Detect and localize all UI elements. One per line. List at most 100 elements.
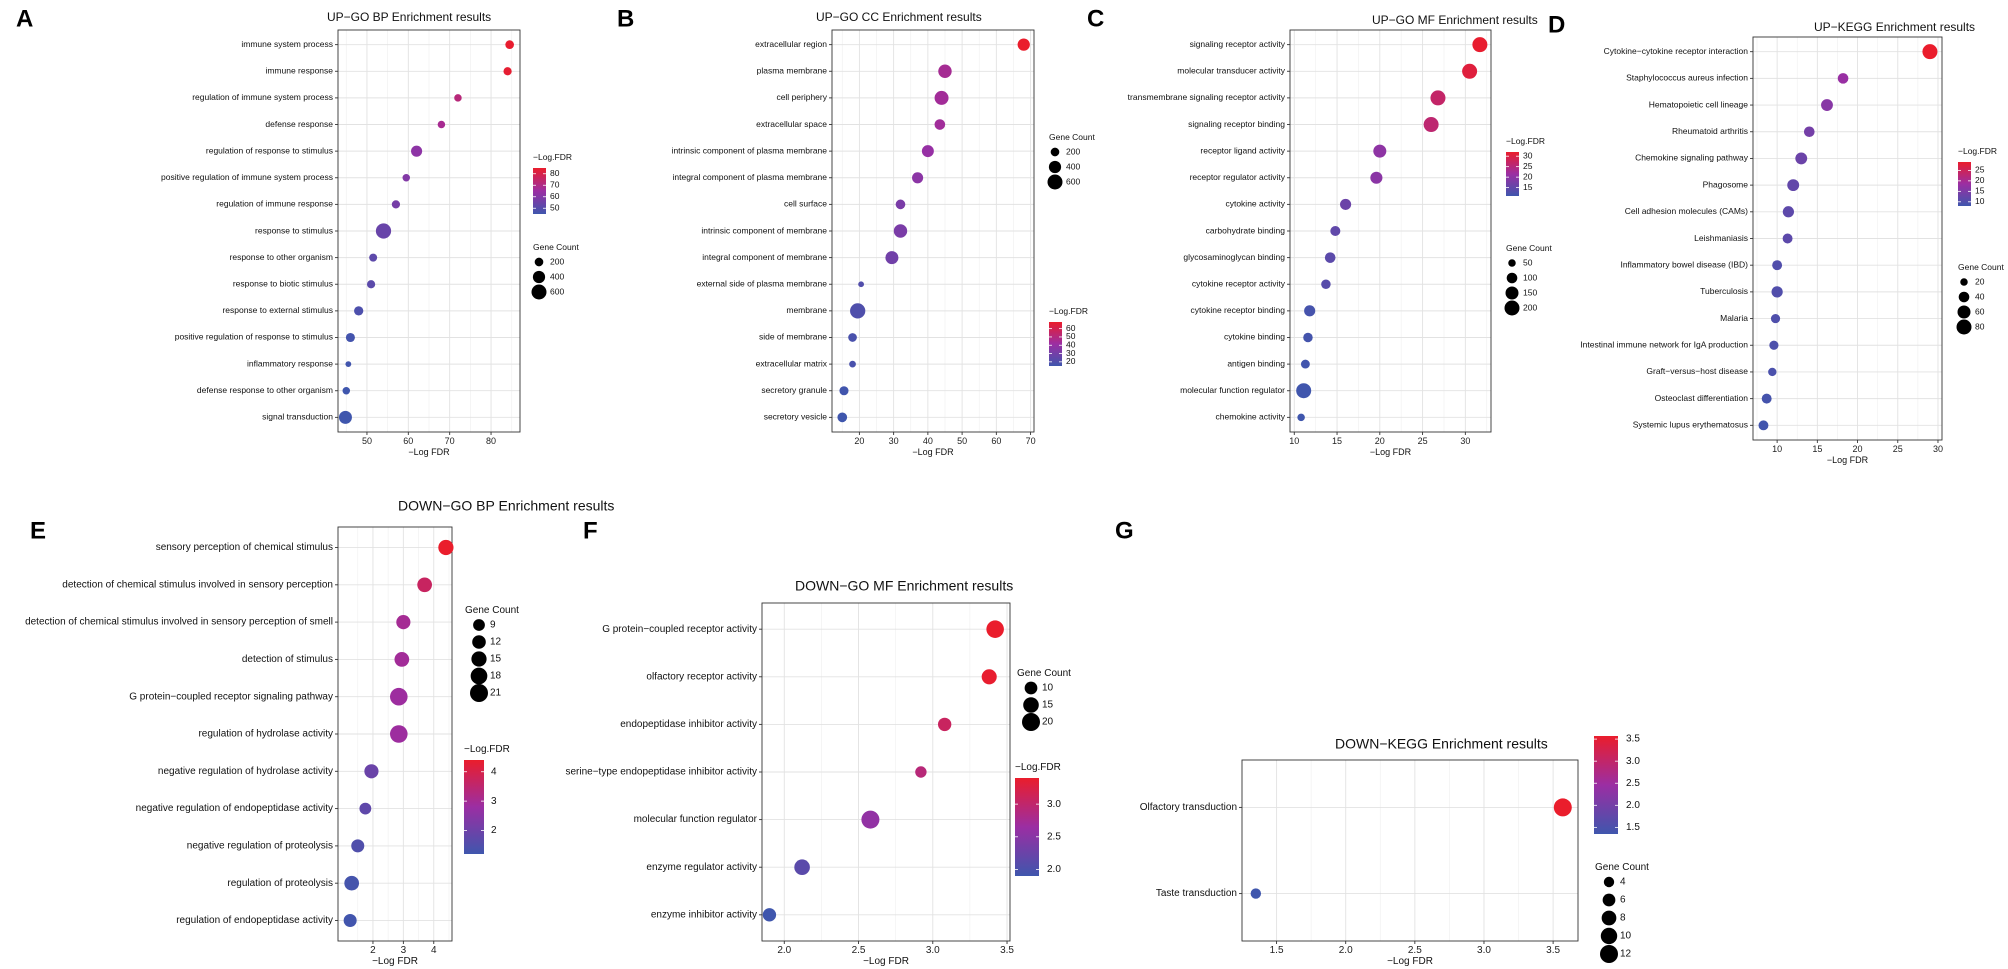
size-legend-label: 400: [550, 271, 564, 281]
chart-title-A: UP−GO BP Enrichment results: [327, 10, 491, 24]
y-tick-label: Cytokine−cytokine receptor interaction: [1604, 46, 1749, 56]
size-legend-label: 8: [1620, 913, 1626, 924]
data-point: [503, 67, 512, 76]
color-legend-bar: [1506, 152, 1519, 196]
x-tick-label: 50: [362, 436, 372, 446]
size-legend-dot: [1504, 300, 1520, 316]
color-legend-label: 2.0: [1626, 800, 1640, 811]
size-legend-label: 10: [1620, 931, 1632, 942]
color-legend-label: 50: [1066, 331, 1076, 341]
y-tick-label: response to other organism: [230, 252, 333, 262]
x-tick-label: 30: [889, 436, 899, 446]
size-legend-label: 4: [1620, 877, 1626, 888]
data-point: [1803, 126, 1815, 138]
data-point: [437, 120, 446, 129]
size-legend-dot: [470, 667, 488, 685]
size-legend-dot: [1048, 160, 1062, 174]
chart-title-D: UP−KEGG Enrichment results: [1814, 20, 1975, 34]
grid-D: [1753, 37, 1942, 440]
y-tick-label: Graft−versus−host disease: [1646, 366, 1748, 376]
size-legend-label: 100: [1523, 272, 1537, 282]
size-legend-label: 200: [1523, 302, 1537, 312]
x-tick-label: 70: [445, 436, 455, 446]
data-point: [366, 280, 376, 289]
color-legend-label: 3.5: [1626, 734, 1640, 745]
size-legend-label: 6: [1620, 895, 1626, 906]
panel-F: F DOWN−GO MF Enrichment results 2.0 2.5 3.0 3…: [565, 517, 1071, 967]
y-tick-label: molecular function regulator: [634, 814, 758, 825]
data-point: [885, 251, 899, 265]
x-tick-label: 25: [1893, 444, 1903, 454]
panel-label-D: D: [1548, 11, 1565, 38]
size-legend-label: 200: [1066, 146, 1080, 156]
x-tick-label: 60: [991, 436, 1001, 446]
data-point: [839, 386, 849, 396]
data-point: [1423, 117, 1439, 133]
color-legend-label: 3: [491, 796, 497, 807]
data-point: [858, 281, 865, 288]
size-legend-label: 9: [490, 620, 496, 631]
color-legend-label: 3.0: [1626, 756, 1640, 767]
size-legend-label: 18: [490, 671, 502, 682]
y-tick-label: negative regulation of proteolysis: [187, 841, 333, 852]
x-tick-label: 40: [923, 436, 933, 446]
y-tick-label: regulation of proteolysis: [227, 878, 333, 889]
y-tick-label: chemokine activity: [1216, 412, 1286, 422]
data-point: [794, 859, 810, 876]
size-legend-title: Gene Count: [533, 242, 579, 252]
data-point: [1324, 252, 1336, 263]
size-legend-label: 12: [490, 637, 502, 648]
data-point: [1303, 332, 1313, 343]
x-axis-label-C: −Log FDR: [1370, 447, 1412, 457]
data-point: [1250, 888, 1262, 899]
y-tick-label: integral component of membrane: [702, 252, 827, 262]
y-tick-label: detection of chemical stimulus involved …: [25, 617, 333, 628]
x-axis-label-D: −Log FDR: [1827, 455, 1869, 465]
color-legend-bar: [464, 760, 484, 854]
y-tick-label: serine−type endopeptidase inhibitor acti…: [565, 767, 757, 778]
panel-label-C: C: [1087, 5, 1104, 32]
y-tick-label: positive regulation of response to stimu…: [175, 332, 333, 342]
color-legend-title: −Log.FDR: [1506, 136, 1545, 146]
size-legend-label: 40: [1975, 291, 1985, 301]
data-point: [338, 410, 352, 424]
chart-title-B: UP−GO CC Enrichment results: [816, 10, 982, 24]
y-tick-label: enzyme inhibitor activity: [651, 909, 757, 920]
y-tick-label: regulation of response to stimulus: [206, 145, 333, 155]
color-legend-label: 70: [550, 180, 560, 190]
size-legend-title: Gene Count: [1506, 243, 1552, 253]
y-tick-label: receptor regulator activity: [1190, 172, 1286, 182]
panel-label-B: B: [617, 5, 634, 32]
x-tick-label: 50: [957, 436, 967, 446]
size-legend-title: Gene Count: [1017, 668, 1071, 679]
y-tick-label: extracellular matrix: [756, 358, 828, 368]
color-legend-label: 2.0: [1047, 864, 1061, 875]
data-point: [1769, 340, 1779, 350]
data-point: [1296, 383, 1312, 399]
y-tick-label: Hematopoietic cell lineage: [1649, 99, 1748, 109]
x-tick-label: 15: [1332, 436, 1342, 446]
color-legend-label: 2: [491, 825, 497, 836]
y-tick-label: cytokine receptor binding: [1190, 305, 1285, 315]
data-point: [1787, 179, 1800, 192]
x-tick-label: 20: [854, 436, 864, 446]
data-point: [417, 577, 432, 593]
data-point: [1430, 90, 1446, 106]
data-point: [402, 174, 410, 182]
y-tick-label: immune response: [265, 66, 333, 76]
data-point: [1922, 44, 1938, 60]
data-point: [1370, 171, 1383, 184]
size-legend-dot: [1600, 927, 1618, 945]
color-legend-label: 2.5: [1626, 778, 1640, 789]
data-point: [354, 306, 364, 316]
data-point: [762, 908, 777, 922]
data-point: [1771, 286, 1783, 298]
data-point: [1553, 798, 1572, 817]
color-legend-title: −Log.FDR: [533, 152, 572, 162]
x-tick-label: 15: [1812, 444, 1822, 454]
y-tick-label: signaling receptor binding: [1188, 119, 1285, 129]
y-tick-label: glycosaminoglycan binding: [1183, 252, 1285, 262]
y-tick-label: regulation of endopeptidase activity: [176, 915, 333, 926]
size-legend-dot: [1956, 319, 1972, 335]
